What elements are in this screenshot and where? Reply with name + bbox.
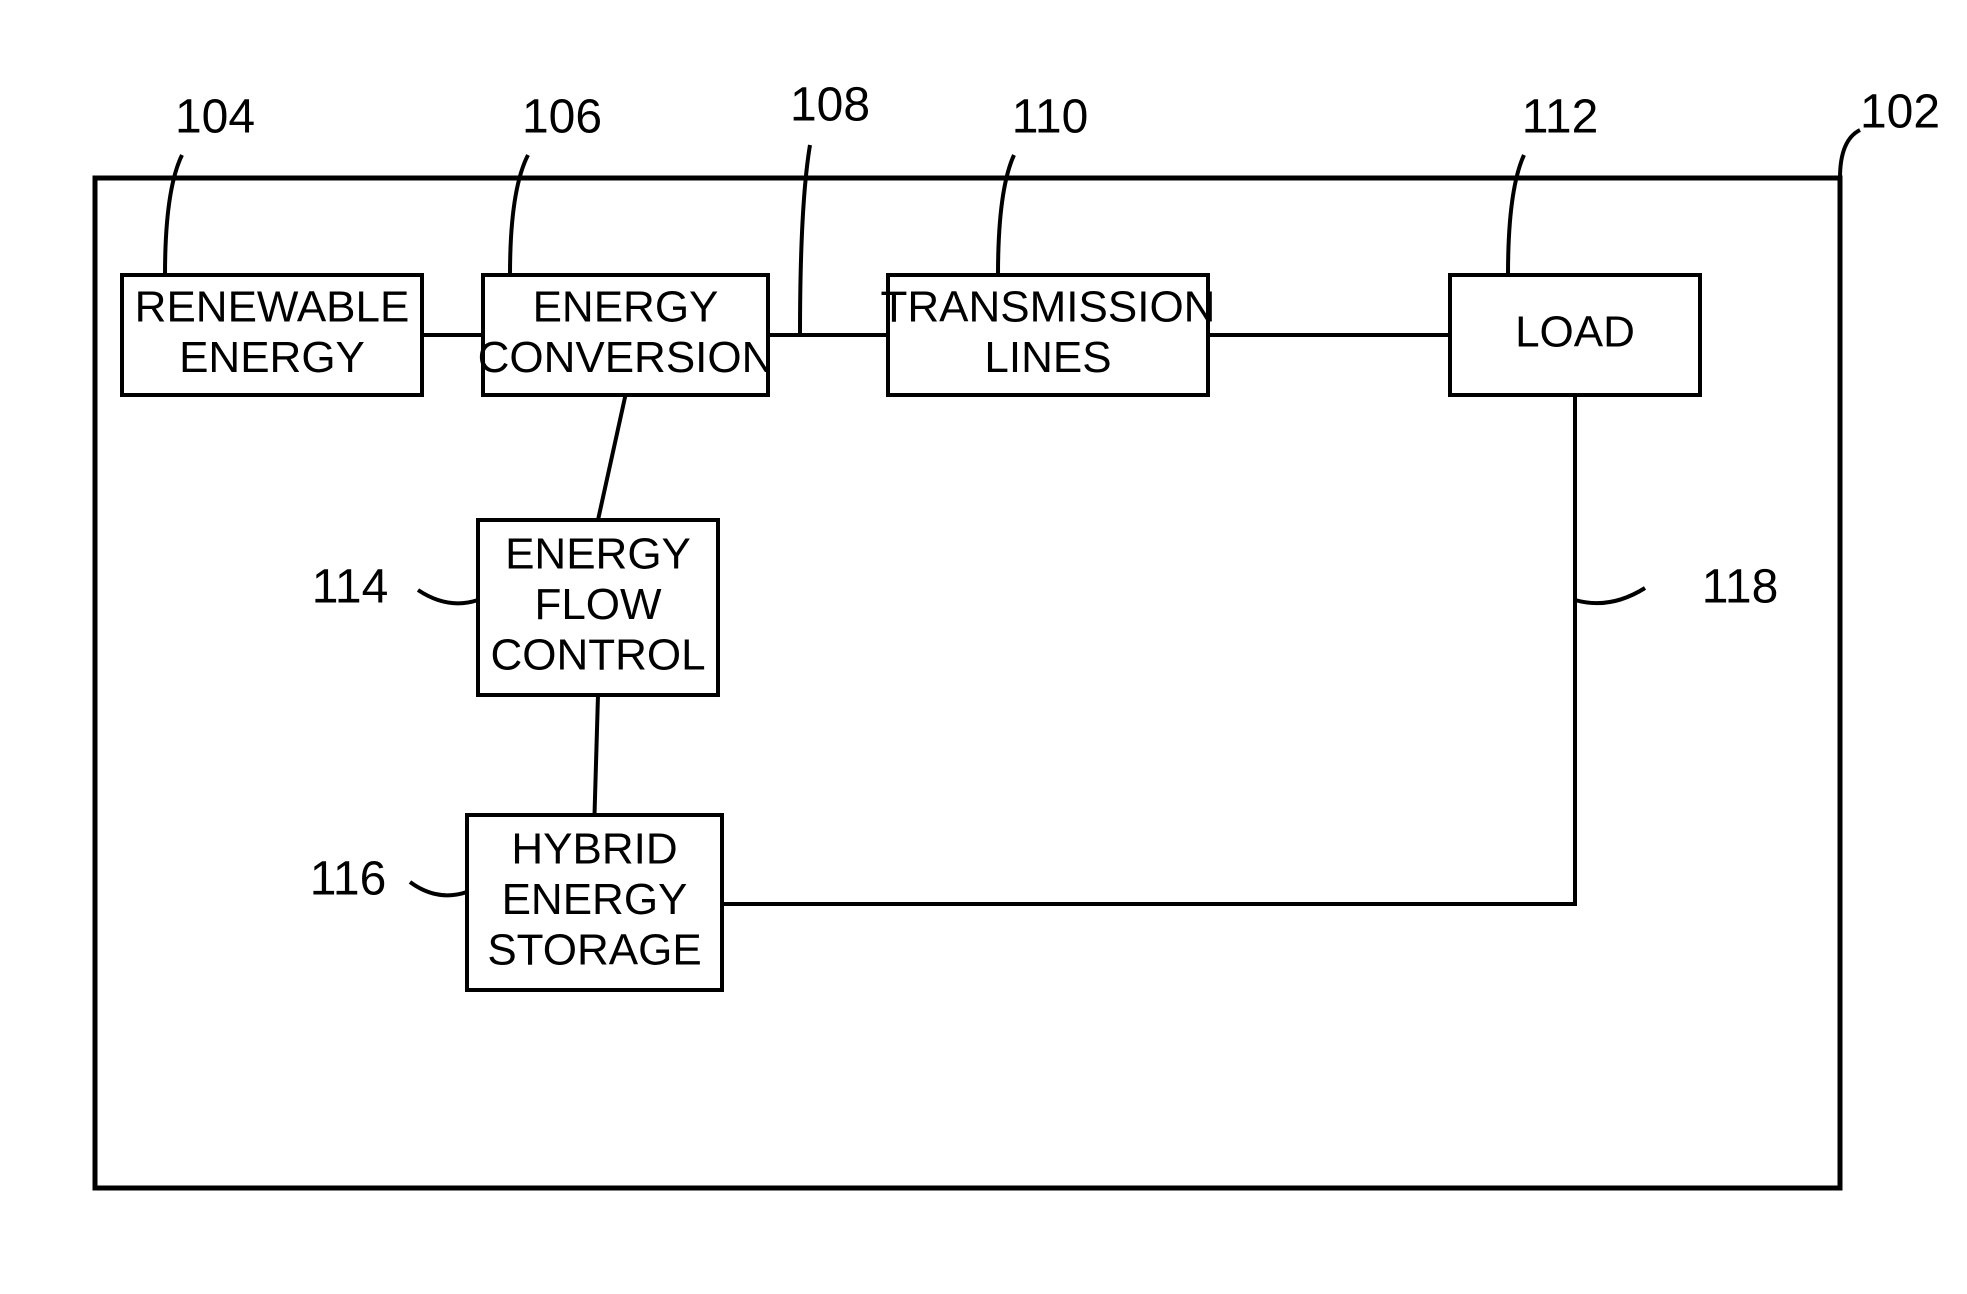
- ref-r102: 102: [1860, 86, 1940, 139]
- ref-r116: 116: [310, 853, 387, 906]
- node-conversion-label-0: ENERGY: [533, 282, 719, 331]
- node-transmission-label-0: TRANSMISSION: [881, 282, 1216, 331]
- node-transmission-label-1: LINES: [984, 333, 1111, 382]
- ref-r118: 118: [1702, 561, 1779, 614]
- node-conversion-label-1: CONVERSION: [478, 333, 774, 382]
- node-load: LOAD: [1450, 275, 1700, 395]
- node-conversion: ENERGYCONVERSION: [478, 275, 774, 395]
- node-load-label-0: LOAD: [1515, 308, 1635, 357]
- node-storage-label-0: HYBRID: [511, 825, 677, 874]
- ref-r114: 114: [312, 561, 389, 614]
- node-storage-label-1: ENERGY: [502, 875, 688, 924]
- node-storage-label-2: STORAGE: [487, 926, 701, 975]
- node-renewable-label-0: RENEWABLE: [135, 282, 410, 331]
- node-flowcontrol-label-2: CONTROL: [490, 631, 705, 680]
- node-transmission: TRANSMISSIONLINES: [881, 275, 1216, 395]
- node-storage: HYBRIDENERGYSTORAGE: [467, 815, 722, 990]
- node-flowcontrol: ENERGYFLOWCONTROL: [478, 520, 718, 695]
- ref-r104: 104: [175, 91, 255, 144]
- lead-r102: [1840, 130, 1860, 178]
- ref-r110: 110: [1012, 91, 1089, 144]
- node-renewable: RENEWABLEENERGY: [122, 275, 422, 395]
- node-flowcontrol-label-0: ENERGY: [505, 530, 691, 579]
- node-renewable-label-1: ENERGY: [179, 333, 365, 382]
- block-diagram: RENEWABLEENERGYENERGYCONVERSIONTRANSMISS…: [0, 0, 1967, 1294]
- ref-r108: 108: [790, 79, 870, 132]
- ref-r112: 112: [1522, 91, 1599, 144]
- ref-r106: 106: [522, 91, 602, 144]
- node-flowcontrol-label-1: FLOW: [534, 580, 662, 629]
